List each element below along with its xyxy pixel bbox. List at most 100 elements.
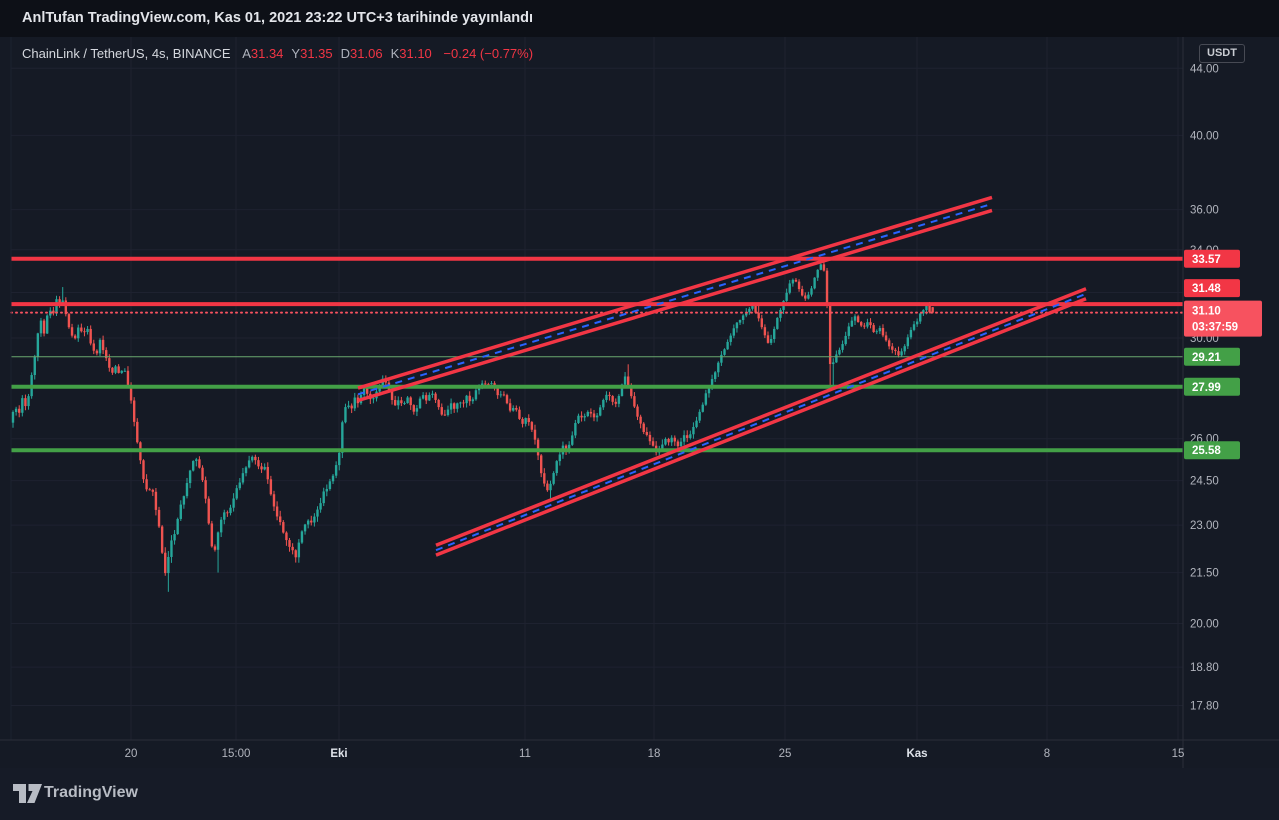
countdown-text: 03:37:59 bbox=[1192, 322, 1238, 334]
currency-badge[interactable]: USDT bbox=[1199, 44, 1245, 63]
candle-body bbox=[757, 312, 760, 319]
upper-rising-channel-midline[interactable] bbox=[357, 202, 993, 396]
change-value: −0.24 (−0.77%) bbox=[443, 46, 534, 61]
candle-body bbox=[353, 397, 356, 409]
candle-body bbox=[251, 456, 254, 461]
lower-rising-channel-upper-line[interactable] bbox=[435, 287, 1087, 547]
candle-body bbox=[114, 366, 117, 373]
ohlc-value: 31.10 bbox=[399, 46, 432, 61]
candle-body bbox=[182, 496, 186, 505]
candle-body bbox=[686, 435, 689, 438]
chart-area[interactable]: 44.0040.0036.0034.0030.0026.0024.5023.00… bbox=[0, 37, 1279, 768]
candle-body bbox=[344, 407, 347, 423]
price-tick-label: 24.50 bbox=[1190, 476, 1219, 488]
candle-body bbox=[567, 444, 571, 452]
candle-body bbox=[779, 309, 782, 318]
candle-body bbox=[300, 531, 304, 543]
price-tick-label: 36.00 bbox=[1190, 205, 1219, 217]
candle-body bbox=[390, 389, 394, 400]
candle-body bbox=[856, 316, 860, 323]
candle-body bbox=[800, 289, 804, 296]
candle-body bbox=[741, 315, 745, 320]
candle-body bbox=[571, 435, 574, 445]
candle-body bbox=[536, 439, 540, 456]
candle-body bbox=[456, 403, 459, 409]
candle-body bbox=[695, 420, 698, 427]
candle-body bbox=[620, 384, 624, 396]
candle-body bbox=[661, 444, 664, 449]
support-25.58-axis-label bbox=[1184, 441, 1240, 460]
candle-body bbox=[319, 503, 322, 510]
candle-body bbox=[449, 403, 453, 410]
candle-body bbox=[52, 310, 55, 314]
candle-body bbox=[39, 320, 43, 334]
candle-body bbox=[496, 387, 499, 396]
candle-body bbox=[468, 395, 471, 402]
candle-body bbox=[21, 398, 24, 413]
upper-rising-channel-upper-line[interactable] bbox=[357, 195, 993, 390]
candle-body bbox=[738, 320, 742, 323]
ohlc-prefix: D bbox=[340, 46, 351, 61]
resistance-33.57-axis-label-text: 33.57 bbox=[1192, 254, 1221, 266]
resistance-31.48-axis-label bbox=[1184, 279, 1240, 298]
time-tick-label: 15 bbox=[1172, 748, 1185, 760]
candle-body bbox=[860, 322, 863, 326]
time-tick-label: 25 bbox=[779, 748, 792, 760]
tradingview-logo-icon[interactable] bbox=[13, 784, 43, 804]
candle-body bbox=[425, 395, 428, 401]
candle-body bbox=[241, 473, 245, 483]
candle-body bbox=[720, 354, 723, 363]
candle-body bbox=[160, 526, 164, 553]
support-29.21-axis-label bbox=[1184, 347, 1240, 366]
candle-body bbox=[928, 305, 931, 313]
candle-body bbox=[726, 341, 729, 350]
candle-body bbox=[611, 396, 614, 402]
candle-body bbox=[508, 403, 512, 411]
candle-body bbox=[260, 466, 263, 470]
candle-body bbox=[518, 409, 521, 419]
candle-body bbox=[67, 314, 71, 328]
candle-body bbox=[372, 398, 375, 400]
candle-body bbox=[769, 339, 773, 343]
tradingview-brand-text[interactable]: TradingView bbox=[44, 784, 138, 801]
candle-body bbox=[835, 354, 838, 363]
candle-body bbox=[356, 397, 360, 404]
candle-body bbox=[515, 408, 518, 410]
candle-body bbox=[362, 387, 366, 395]
candle-body bbox=[192, 461, 195, 471]
upper-rising-channel-lower-line[interactable] bbox=[357, 208, 993, 403]
candle-body bbox=[869, 322, 872, 326]
publish-info-bar: AnlTufan TradingView.com, Kas 01, 2021 2… bbox=[0, 0, 1279, 37]
lower-rising-channel-lower-line[interactable] bbox=[435, 297, 1087, 557]
candle-body bbox=[533, 429, 537, 440]
candle-body bbox=[11, 411, 15, 423]
candle-body bbox=[897, 351, 900, 356]
candle-body bbox=[828, 305, 832, 365]
resistance-31.48-axis-label-text: 31.48 bbox=[1192, 283, 1221, 295]
candle-body bbox=[701, 404, 704, 412]
candle-body bbox=[822, 264, 826, 271]
candle-body bbox=[313, 516, 316, 523]
candle-body bbox=[306, 520, 310, 525]
candle-body bbox=[853, 316, 857, 321]
candle-body bbox=[878, 328, 882, 332]
chart-legend[interactable]: ChainLink / TetherUS, 4s, BINANCE A31.34… bbox=[22, 46, 533, 61]
candle-body bbox=[201, 467, 204, 481]
candle-body bbox=[257, 460, 260, 467]
time-tick-label: 15:00 bbox=[222, 748, 251, 760]
candle-body bbox=[73, 335, 77, 339]
candle-body bbox=[804, 295, 807, 299]
candle-body bbox=[543, 473, 546, 484]
candle-body bbox=[527, 418, 530, 423]
candle-body bbox=[521, 418, 524, 424]
candlestick-chart[interactable]: 44.0040.0036.0034.0030.0026.0024.5023.00… bbox=[0, 37, 1279, 768]
symbol-title[interactable]: ChainLink / TetherUS, 4s, BINANCE bbox=[22, 46, 231, 61]
candle-body bbox=[89, 328, 92, 344]
time-tick-label: Kas bbox=[906, 748, 927, 760]
candle-body bbox=[188, 470, 192, 484]
price-tick-label: 44.00 bbox=[1190, 63, 1219, 75]
candle-body bbox=[816, 269, 819, 278]
candle-body bbox=[98, 339, 102, 354]
candle-body bbox=[626, 376, 630, 386]
price-tick-label: 18.80 bbox=[1190, 662, 1219, 674]
